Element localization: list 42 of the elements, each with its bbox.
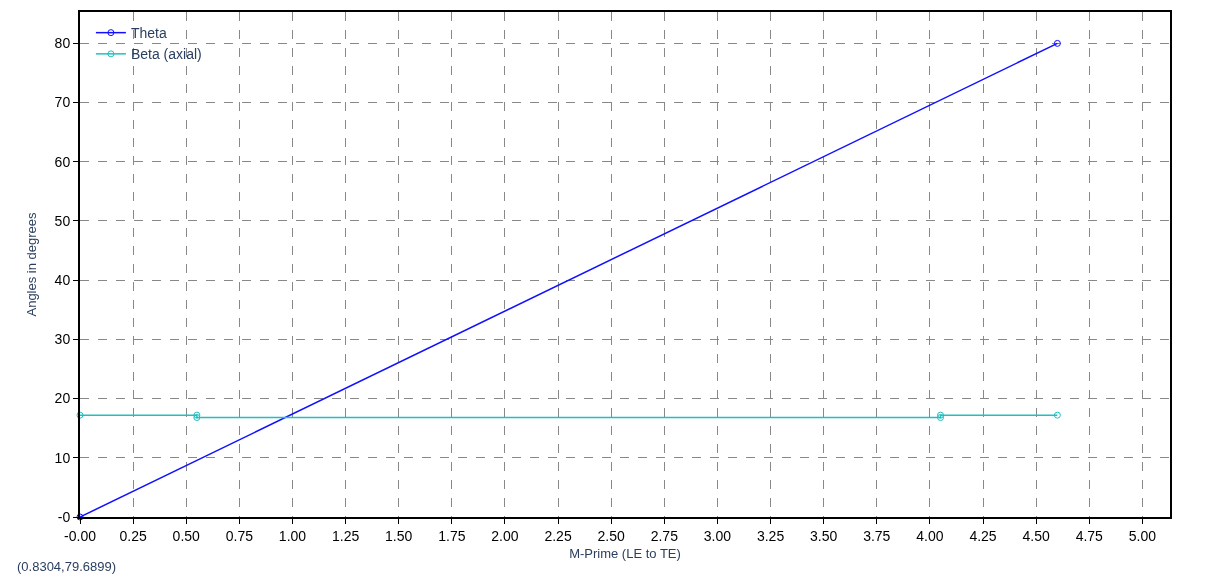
x-tick-label: 4.25 (969, 527, 997, 544)
legend-label: Theta (130, 25, 167, 42)
x-tick-label: 0.75 (225, 527, 254, 544)
y-axis-title: Angles in degrees (24, 211, 40, 317)
x-tick-label: 2.25 (544, 527, 572, 544)
x-tick-label: 1.25 (331, 527, 360, 544)
y-tick-label: -0 (57, 508, 71, 525)
point (193, 414, 201, 422)
text: (0.8304,79.6899) (17, 559, 117, 574)
y-tick-label: 70 (54, 94, 71, 111)
y-tick-label: 80 (54, 35, 71, 52)
point (1053, 411, 1061, 419)
x-tick-label: 3.25 (756, 527, 785, 544)
x-tick-label: 5.00 (1128, 527, 1157, 544)
x-tick-label: 3.00 (703, 527, 732, 544)
point (193, 411, 201, 419)
y-tick-label: 40 (54, 272, 71, 289)
y-tick-label: 30 (54, 331, 71, 348)
y-tick-label: 60 (54, 153, 71, 170)
point (937, 414, 945, 422)
x-tick-label: 1.50 (385, 527, 413, 544)
x-tick-label: 4.75 (1075, 527, 1104, 544)
x-tick-label: 2.75 (650, 527, 679, 544)
x-tick-label: 1.00 (278, 527, 307, 544)
x-tick-label: 3.50 (810, 527, 838, 544)
x-tick-label: 4.00 (916, 527, 944, 544)
y-tick-label: 50 (54, 212, 71, 229)
point (937, 411, 945, 419)
point (76, 411, 84, 419)
x-tick-label: 4.50 (1022, 527, 1050, 544)
legend-label: Beta (axial) (130, 46, 202, 63)
y-tick-label: 10 (54, 449, 71, 466)
point (1053, 39, 1061, 47)
x-tick-label: 2.50 (597, 527, 626, 544)
x-tick-label: 0.25 (119, 527, 147, 544)
x-tick-label: 3.75 (863, 527, 891, 544)
x-tick-label: 2.00 (491, 527, 519, 544)
x-axis-title: M-Prime (LE to TE) (569, 545, 681, 561)
y-tick-label: 20 (54, 390, 71, 407)
x-tick-label: 1.75 (438, 527, 466, 544)
x-tick-label: 0.50 (172, 527, 201, 544)
x-tick-label: -0.00 (64, 527, 97, 544)
